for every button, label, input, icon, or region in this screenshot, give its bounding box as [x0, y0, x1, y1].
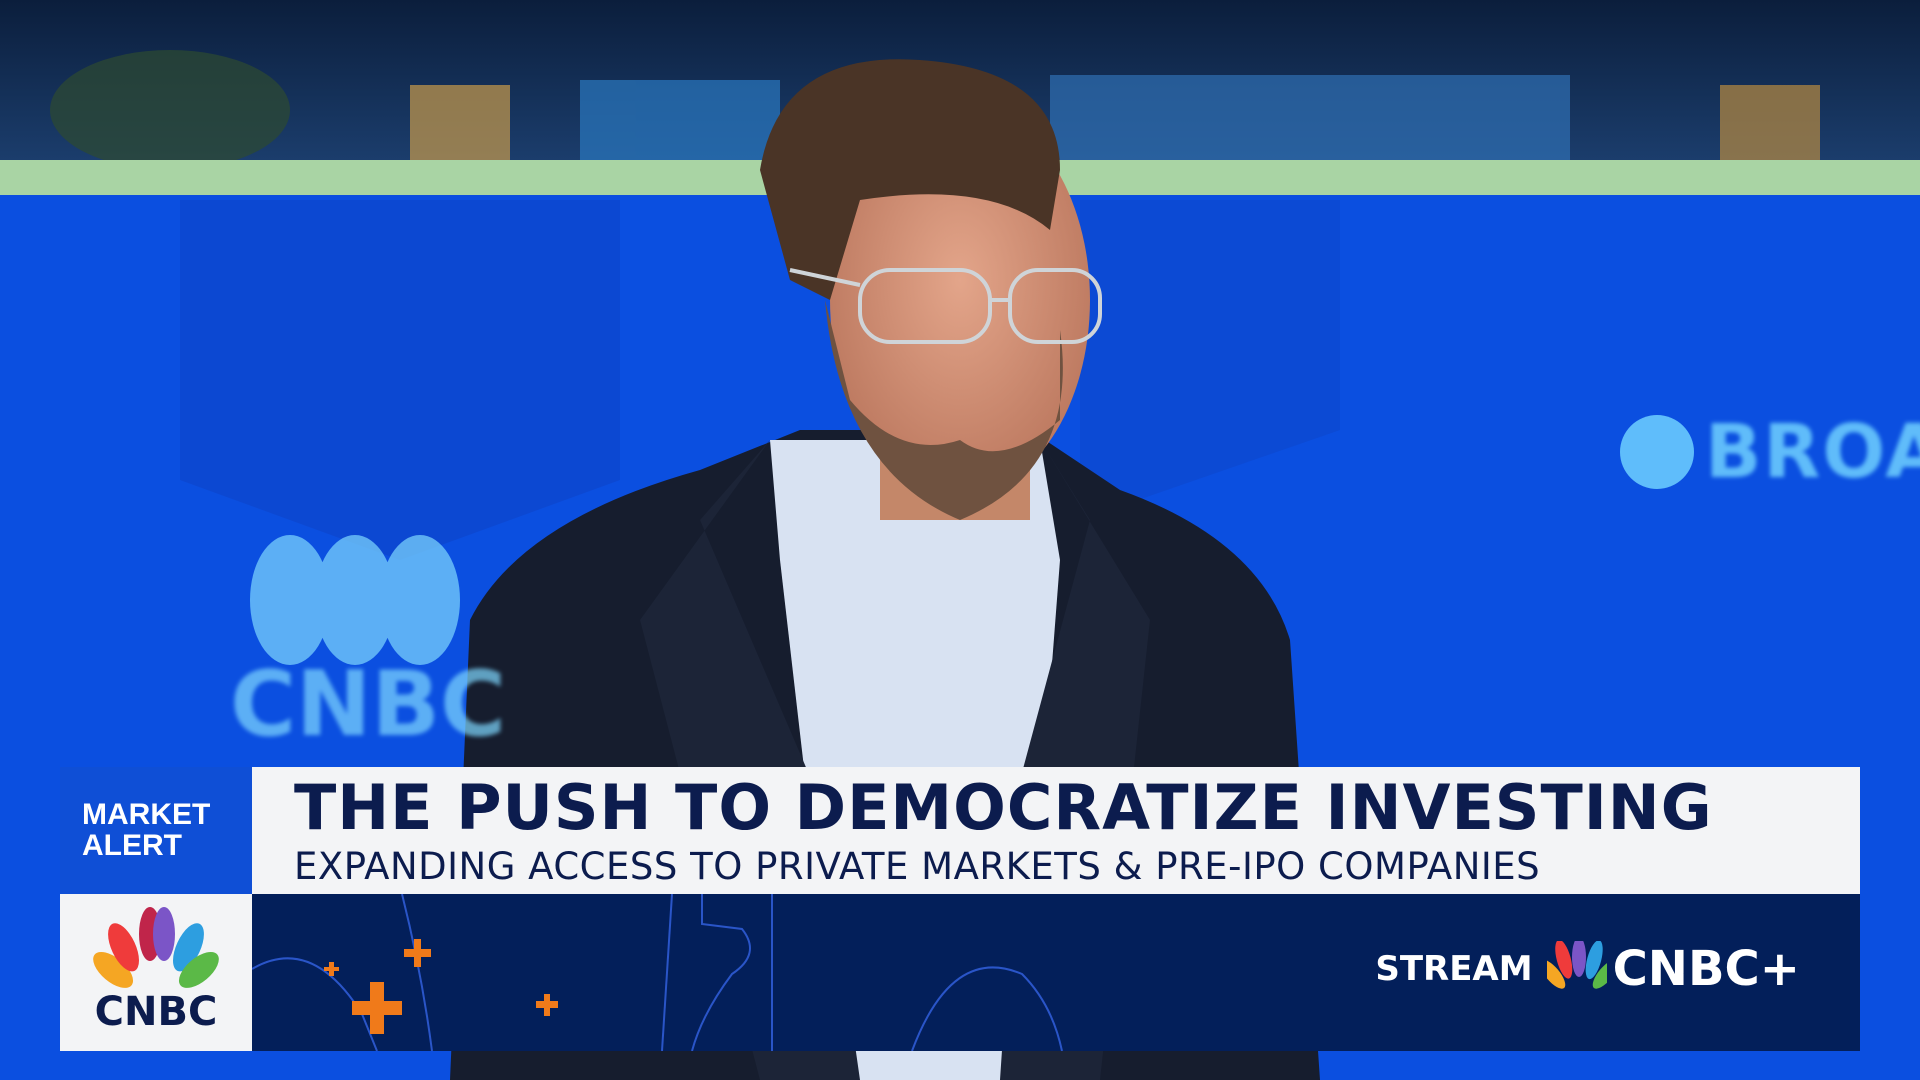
cnbc-wordmark: CNBC	[94, 989, 218, 1035]
headline: THE PUSH TO DEMOCRATIZE INVESTING	[294, 771, 1713, 844]
cnbc-logo: CNBC	[60, 894, 252, 1051]
plus-accents	[324, 939, 558, 1034]
sponsor-background-text: BROAD	[1705, 409, 1920, 495]
promo-band: STREAM CNBC+	[252, 894, 1860, 1051]
peacock-background-logo	[250, 535, 460, 665]
cnbc-plus-wordmark: CNBC+	[1612, 941, 1800, 997]
subheadline: EXPANDING ACCESS TO PRIVATE MARKETS & PR…	[294, 845, 1541, 888]
cnbc-plus-peacock-icon	[1546, 941, 1607, 989]
peacock-icon	[93, 907, 219, 988]
decorative-lines	[252, 894, 1063, 1051]
lower-third: MARKET ALERT THE PUSH TO DEMOCRATIZE INV…	[60, 767, 1860, 1051]
market-alert-tag: MARKET ALERT	[60, 767, 252, 894]
background-set-logo-text: CNBC	[230, 652, 507, 757]
headline-box: THE PUSH TO DEMOCRATIZE INVESTING EXPAND…	[252, 767, 1860, 894]
stream-promo: STREAM CNBC+	[1375, 934, 1800, 1004]
stream-label: STREAM	[1375, 949, 1533, 989]
